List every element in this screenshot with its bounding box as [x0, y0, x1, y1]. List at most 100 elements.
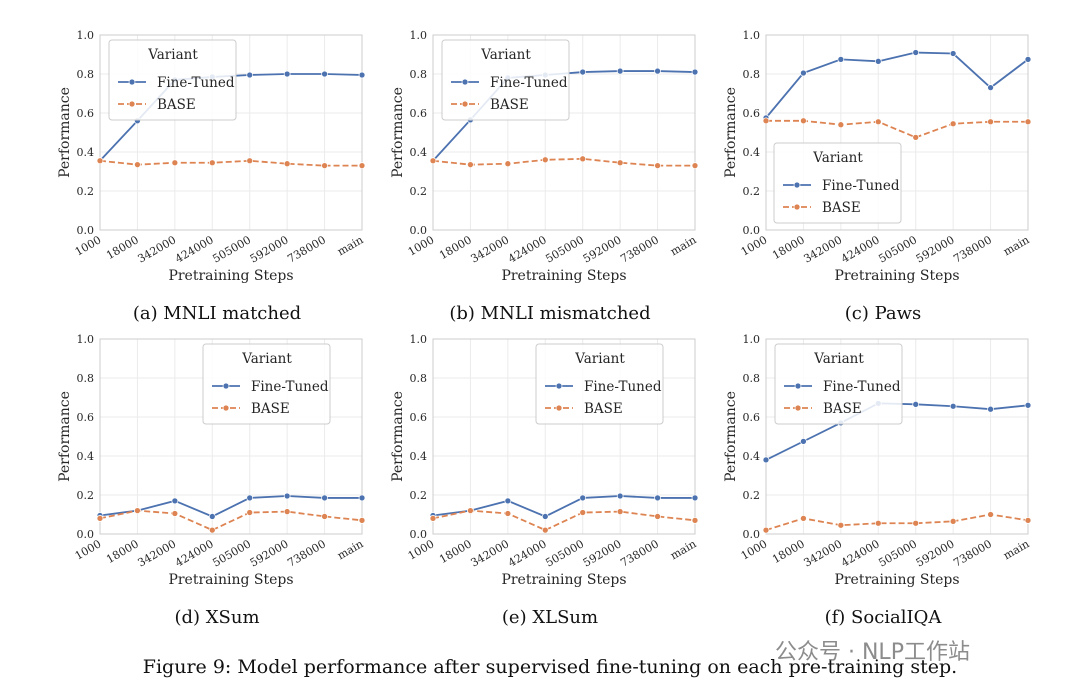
y-tick-label: 0.4	[410, 450, 428, 463]
x-tick-label: 592000	[581, 537, 624, 569]
fine-tuned-point	[358, 71, 366, 79]
x-tick-label: 342000	[468, 233, 511, 265]
x-tick-label: 1000	[73, 233, 104, 258]
base-point	[541, 156, 549, 164]
legend: Variant Fine-Tuned BASE	[202, 343, 331, 425]
legend-title: Variant	[813, 351, 864, 367]
fine-tuned-point	[912, 400, 920, 408]
x-tick-label: 592000	[248, 537, 291, 569]
base-point	[171, 510, 179, 517]
x-tick-label: 18000	[770, 233, 807, 262]
y-tick-label: 0.2	[410, 185, 428, 198]
y-tick-label: 0.6	[410, 107, 428, 120]
fine-tuned-point	[800, 69, 807, 77]
x-tick-label: 1000	[739, 233, 770, 258]
legend-marker	[128, 78, 136, 86]
fine-tuned-point	[504, 497, 512, 505]
x-tick-label: 424000	[506, 233, 549, 265]
base-point	[800, 117, 807, 125]
x-tick-label: 505000	[210, 233, 253, 265]
subfigure-caption: (a) MNLI matched	[133, 303, 301, 324]
legend-label: BASE	[823, 401, 862, 417]
subfigure-caption: (d) XSum	[174, 607, 259, 628]
base-point	[987, 511, 994, 518]
watermark-text: 公众号 · NLP工作站	[775, 640, 970, 665]
x-axis-label: Pretraining Steps	[501, 572, 626, 588]
x-tick-label: 738000	[618, 537, 661, 569]
legend: Variant Fine-Tuned BASE	[535, 343, 664, 425]
plot-frame	[99, 34, 363, 231]
y-tick-label: 0.0	[410, 224, 428, 237]
legend-title: Variant	[480, 47, 531, 63]
legend-title: Variant	[574, 351, 625, 367]
x-axis-label: Pretraining Steps	[834, 572, 959, 588]
base-point	[874, 118, 882, 126]
plot-frame	[432, 34, 696, 231]
x-tick-label: main	[1001, 233, 1031, 258]
base-point	[762, 117, 770, 125]
legend-title: Variant	[241, 351, 292, 367]
legend-label: BASE	[584, 401, 623, 417]
y-tick-label: 0.8	[743, 68, 761, 81]
y-tick-label: 1.0	[743, 333, 761, 346]
subfigure-caption: (b) MNLI mismatched	[449, 303, 650, 324]
x-tick-label: 342000	[468, 537, 511, 569]
legend-marker	[794, 382, 802, 390]
x-tick-label: main	[668, 537, 698, 562]
y-tick-label: 0.8	[410, 68, 428, 81]
y-tick-label: 1.0	[410, 333, 428, 346]
fine-tuned-point	[837, 56, 845, 63]
legend-label: BASE	[157, 97, 196, 113]
base-point	[912, 519, 920, 527]
x-tick-label: 592000	[248, 233, 291, 265]
legend-box	[108, 39, 237, 121]
x-tick-label: 342000	[135, 537, 178, 569]
base-point	[246, 509, 254, 516]
legend-label: Fine-Tuned	[584, 379, 662, 395]
legend-marker	[222, 404, 230, 412]
base-point	[467, 161, 474, 169]
legend-label: BASE	[490, 97, 529, 113]
x-tick-label: main	[1001, 537, 1031, 562]
x-tick-label: 342000	[801, 537, 844, 569]
base-point	[208, 526, 216, 534]
x-tick-label: main	[335, 233, 365, 258]
x-tick-label: 424000	[506, 537, 549, 569]
base-point	[246, 157, 254, 165]
base-point	[837, 521, 845, 529]
x-tick-label: 18000	[770, 537, 807, 566]
base-point	[96, 157, 104, 165]
y-tick-label: 0.0	[77, 528, 95, 541]
y-axis-label: Performance	[390, 391, 406, 482]
x-tick-label: 592000	[581, 233, 624, 265]
fine-tuned-point	[579, 68, 587, 76]
fine-tuned-point	[283, 492, 291, 500]
base-point	[358, 162, 366, 169]
y-tick-label: 0.2	[77, 185, 95, 198]
x-tick-label: 18000	[104, 233, 141, 262]
x-axis-label: Pretraining Steps	[168, 268, 293, 284]
fine-tuned-point	[246, 71, 254, 79]
y-tick-label: 0.2	[77, 489, 95, 502]
y-tick-label: 0.6	[743, 107, 761, 120]
base-series-line	[99, 509, 363, 532]
x-tick-label: 1000	[406, 233, 437, 258]
y-axis-label: Performance	[723, 391, 739, 482]
legend-title: Variant	[147, 47, 198, 63]
fine-tuned-point	[654, 494, 661, 502]
legend-label: Fine-Tuned	[251, 379, 329, 395]
fine-tuned-series-line	[432, 495, 695, 518]
fine-tuned-point	[321, 494, 328, 502]
legend: Variant Fine-Tuned BASE	[108, 39, 237, 121]
fine-tuned-point	[171, 497, 179, 505]
y-axis-label: Performance	[390, 87, 406, 178]
fine-tuned-point	[949, 50, 957, 57]
legend: Variant Fine-Tuned BASE	[774, 343, 903, 425]
base-point	[800, 515, 807, 522]
y-tick-label: 0.0	[743, 224, 761, 237]
fine-tuned-point	[358, 494, 366, 502]
